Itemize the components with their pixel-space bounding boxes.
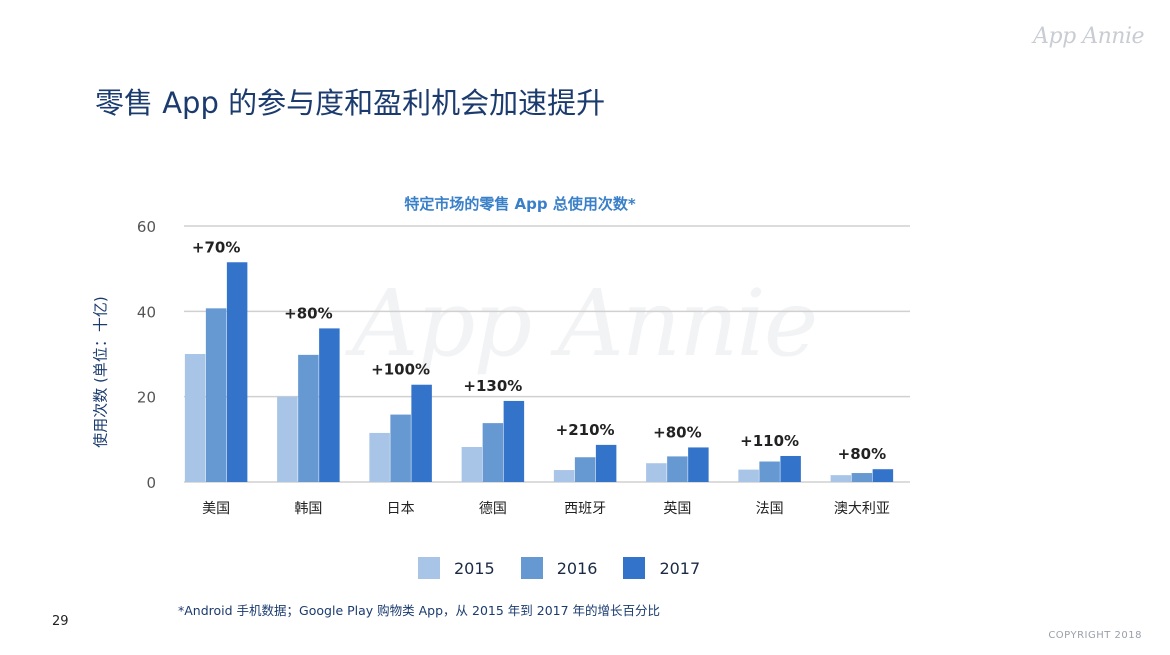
legend-swatch-2016 <box>520 557 543 579</box>
bar <box>503 400 525 482</box>
x-tick-label: 西班牙 <box>564 501 606 517</box>
data-label: +80% <box>838 445 886 463</box>
bar <box>780 455 801 482</box>
bar <box>830 475 852 482</box>
bar <box>390 414 411 482</box>
data-label: +80% <box>284 304 332 322</box>
legend-swatch-2015 <box>418 557 440 579</box>
bar <box>369 432 390 482</box>
y-tick-label: 0 <box>146 474 156 492</box>
legend-swatch-2017 <box>623 557 646 579</box>
page-title: 零售 App 的参与度和盈利机会加速提升 <box>95 86 606 120</box>
x-tick-label: 英国 <box>663 500 691 517</box>
legend-label-2015: 2015 <box>454 558 495 578</box>
bar <box>205 308 227 482</box>
data-label: +110% <box>740 432 799 450</box>
legend-item-2015: 2015 <box>418 557 495 579</box>
bar <box>461 447 483 482</box>
bar <box>319 328 340 482</box>
bar <box>482 423 504 482</box>
x-tick-label: 法国 <box>756 501 784 517</box>
bar <box>277 396 298 482</box>
x-tick-label: 韩国 <box>294 501 322 517</box>
footnote: *Android 手机数据；Google Play 购物类 App，从 2015… <box>178 603 661 618</box>
bar <box>667 456 688 482</box>
bar <box>298 354 319 482</box>
page-number: 29 <box>52 614 69 629</box>
bar <box>738 469 759 482</box>
data-label: +70% <box>192 238 240 256</box>
x-tick-label: 德国 <box>479 501 507 517</box>
bar <box>688 447 709 482</box>
y-tick-label: 20 <box>137 389 156 407</box>
bar <box>553 470 575 482</box>
y-tick-label: 40 <box>137 303 156 321</box>
data-label: +210% <box>556 421 615 439</box>
data-label: +100% <box>371 361 430 379</box>
legend-label-2017: 2017 <box>659 558 701 578</box>
bar <box>411 384 432 482</box>
x-tick-label: 美国 <box>202 501 230 517</box>
chart-title: 特定市场的零售 App 总使用次数* <box>404 195 636 213</box>
bar <box>851 473 873 482</box>
legend-item-2016: 2016 <box>520 557 598 579</box>
bar <box>759 461 780 482</box>
bar <box>595 444 617 482</box>
bar <box>226 262 248 482</box>
data-label: +80% <box>653 423 701 441</box>
y-tick-label: 60 <box>137 218 156 236</box>
legend: 2015 2016 2017 <box>418 557 700 579</box>
legend-label-2016: 2016 <box>556 558 598 578</box>
bar <box>574 457 596 482</box>
watermark: App Annie <box>352 270 818 377</box>
x-tick-label: 日本 <box>387 501 415 517</box>
bar <box>872 469 894 482</box>
copyright: COPYRIGHT 2018 <box>1048 630 1142 641</box>
brand-logo: App Annie <box>1033 24 1144 49</box>
legend-item-2017: 2017 <box>623 557 700 579</box>
data-label: +130% <box>463 377 522 395</box>
bar <box>184 354 206 482</box>
x-tick-label: 澳大利亚 <box>834 501 890 517</box>
bar <box>646 463 667 482</box>
